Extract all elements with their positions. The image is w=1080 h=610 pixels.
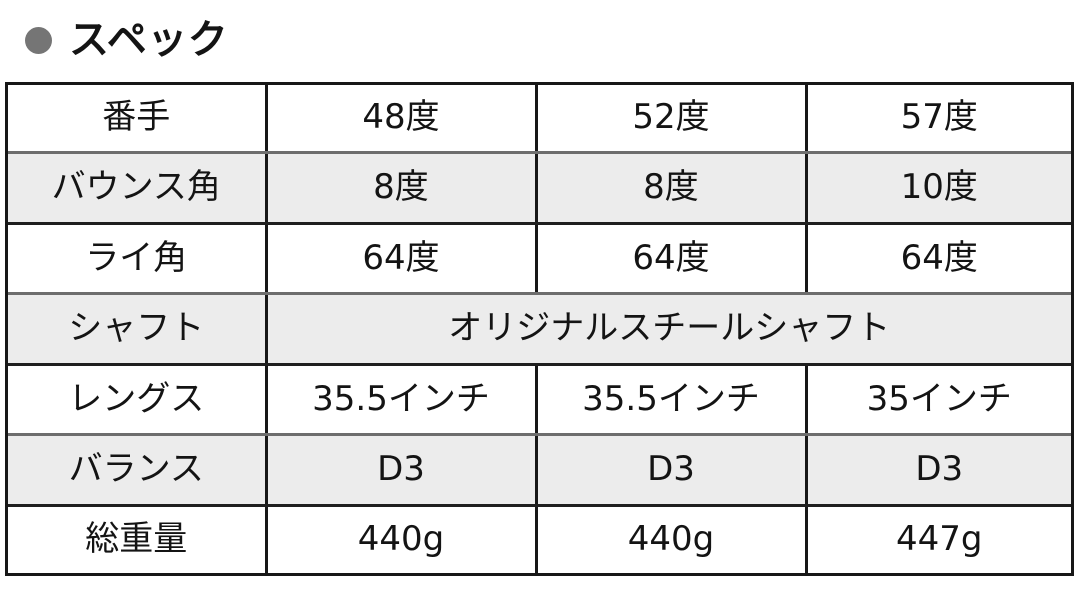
row-label-length: レングス xyxy=(8,364,268,437)
spec-table: 番手 48度 52度 57度 バウンス角 8度 8度 10度 ライ角 64度 6… xyxy=(8,85,1071,573)
page-title-text: スペック xyxy=(69,17,229,63)
table-row: バランス D3 D3 D3 xyxy=(8,434,1071,507)
spec-table-container: 番手 48度 52度 57度 バウンス角 8度 8度 10度 ライ角 64度 6… xyxy=(5,82,1074,576)
row-label-bounce-angle: バウンス角 xyxy=(8,152,268,225)
cell-length-col1: 35.5インチ xyxy=(266,364,536,437)
cell-weight-col3: 447g xyxy=(804,505,1071,573)
page-title: スペック xyxy=(25,12,228,68)
cell-bounce-col2: 8度 xyxy=(534,152,806,225)
cell-length-col3: 35インチ xyxy=(804,364,1071,437)
cell-balance-col2: D3 xyxy=(534,434,806,507)
cell-weight-col1: 440g xyxy=(266,505,536,573)
spec-table-body: 番手 48度 52度 57度 バウンス角 8度 8度 10度 ライ角 64度 6… xyxy=(8,85,1071,573)
table-row: ライ角 64度 64度 64度 xyxy=(8,223,1071,296)
row-label-lie-angle: ライ角 xyxy=(8,223,268,296)
row-label-banshu: 番手 xyxy=(8,85,268,155)
row-label-total-weight: 総重量 xyxy=(8,505,268,573)
table-row: バウンス角 8度 8度 10度 xyxy=(8,152,1071,225)
cell-lie-col3: 64度 xyxy=(804,223,1071,296)
cell-length-col2: 35.5インチ xyxy=(534,364,806,437)
filled-circle-icon xyxy=(25,26,52,54)
cell-banshu-col1: 48度 xyxy=(266,85,536,155)
row-label-balance: バランス xyxy=(8,434,268,507)
cell-weight-col2: 440g xyxy=(534,505,806,573)
table-row: 番手 48度 52度 57度 xyxy=(8,85,1071,155)
cell-shaft-merged: オリジナルスチールシャフト xyxy=(266,293,1071,366)
table-row: シャフト オリジナルスチールシャフト xyxy=(8,293,1071,366)
cell-bounce-col3: 10度 xyxy=(804,152,1071,225)
cell-balance-col1: D3 xyxy=(266,434,536,507)
row-label-shaft: シャフト xyxy=(8,293,268,366)
cell-lie-col1: 64度 xyxy=(266,223,536,296)
cell-lie-col2: 64度 xyxy=(534,223,806,296)
cell-banshu-col2: 52度 xyxy=(534,85,806,155)
cell-bounce-col1: 8度 xyxy=(266,152,536,225)
cell-balance-col3: D3 xyxy=(804,434,1071,507)
table-row: 総重量 440g 440g 447g xyxy=(8,505,1071,573)
table-row: レングス 35.5インチ 35.5インチ 35インチ xyxy=(8,364,1071,437)
cell-banshu-col3: 57度 xyxy=(804,85,1071,155)
